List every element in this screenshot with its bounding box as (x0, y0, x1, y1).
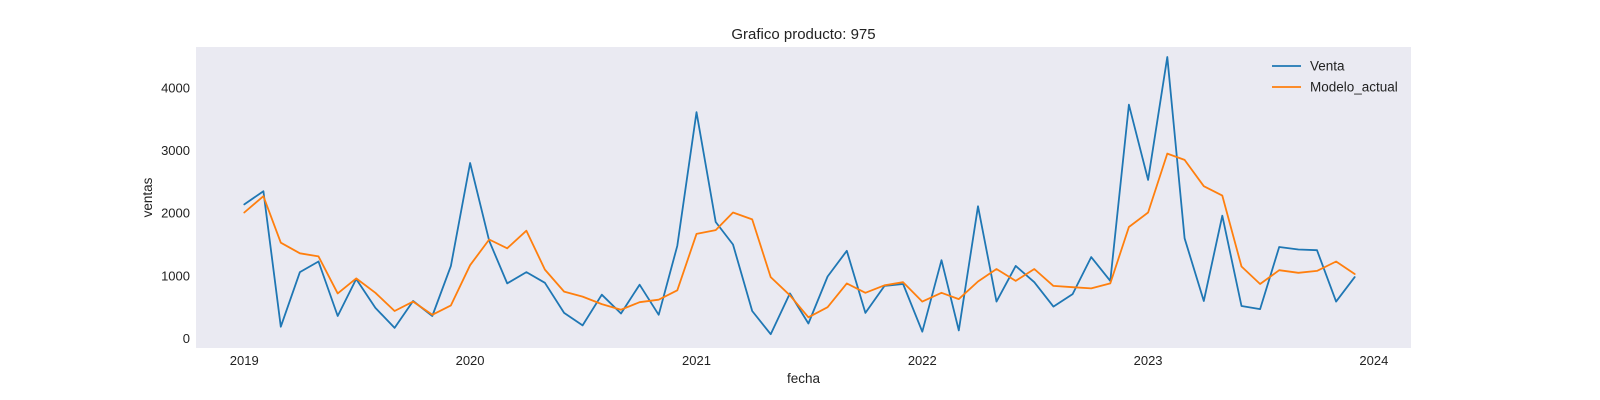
series-line-modelo-actual (243, 152, 1356, 319)
x-tick-label: 2022 (908, 353, 937, 368)
legend-label-modelo-actual: Modelo_actual (1310, 80, 1398, 95)
y-tick-label: 2000 (161, 206, 190, 221)
x-tick-label: 2020 (456, 353, 485, 368)
y-tick-label: 4000 (161, 80, 190, 95)
x-tick-label: 2021 (682, 353, 711, 368)
x-tick-labels: 2019 2020 2021 2022 2023 2024 (230, 353, 1389, 368)
plot-area (196, 47, 1411, 348)
y-tick-labels: 0 1000 2000 3000 4000 (161, 80, 190, 346)
y-tick-label: 0 (183, 331, 190, 346)
legend-label-venta: Venta (1310, 59, 1345, 74)
y-tick-label: 3000 (161, 143, 190, 158)
y-axis-title: ventas (140, 177, 155, 217)
x-axis-title: fecha (787, 371, 821, 386)
x-tick-label: 2024 (1359, 353, 1388, 368)
x-tick-label: 2019 (230, 353, 259, 368)
y-tick-label: 1000 (161, 268, 190, 283)
legend: Venta Modelo_actual (1272, 59, 1398, 95)
x-tick-label: 2023 (1134, 353, 1163, 368)
series-layer (243, 56, 1356, 336)
chart-title: Grafico producto: 975 (731, 26, 875, 43)
